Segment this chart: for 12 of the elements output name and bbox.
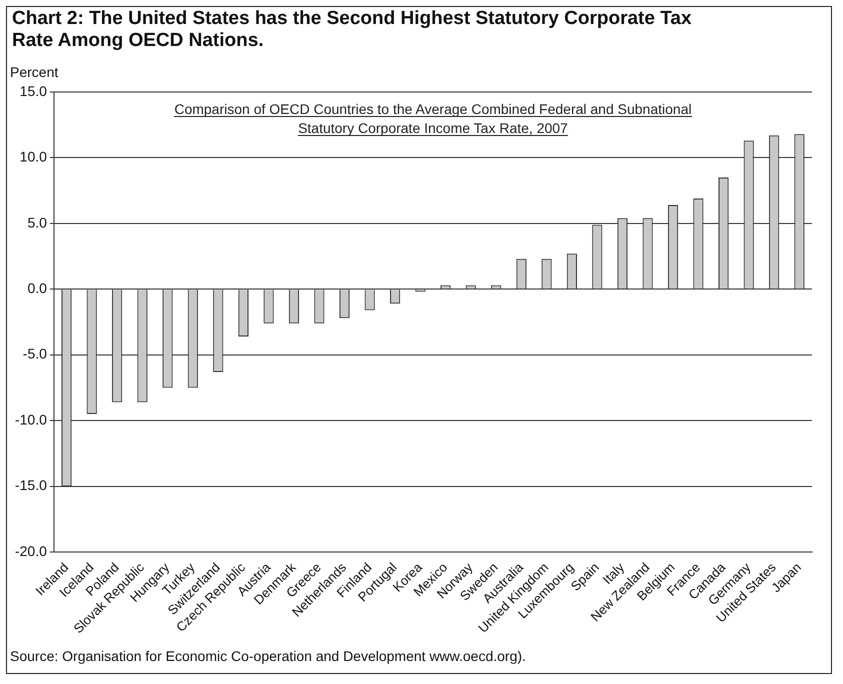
y-tick-label: -15.0 xyxy=(14,477,48,494)
y-axis-title: Percent xyxy=(10,64,58,80)
y-tick-label: 15.0 xyxy=(20,82,48,99)
y-tick-label: -10.0 xyxy=(14,411,48,428)
y-tick-label: -5.0 xyxy=(22,346,48,362)
text: Comparison of OECD Countries to the Average Combined Federal and Subnational Statutory Corporate Income Tax Rate, 2007 xyxy=(174,101,692,136)
chart-title: Chart 2: The United States has the Second Highest Statutory Corporate Tax Rate Among OECD Nations. xyxy=(12,8,693,52)
source-note: Source: Organisation for Economic Co-operation and Development www.oecd.org). xyxy=(10,648,526,664)
y-tick-label: 10.0 xyxy=(20,148,48,165)
y-tick-label: 0.0 xyxy=(27,280,48,296)
y-tick-label: 5.0 xyxy=(27,214,48,230)
y-tick-label: -20.0 xyxy=(14,542,48,559)
